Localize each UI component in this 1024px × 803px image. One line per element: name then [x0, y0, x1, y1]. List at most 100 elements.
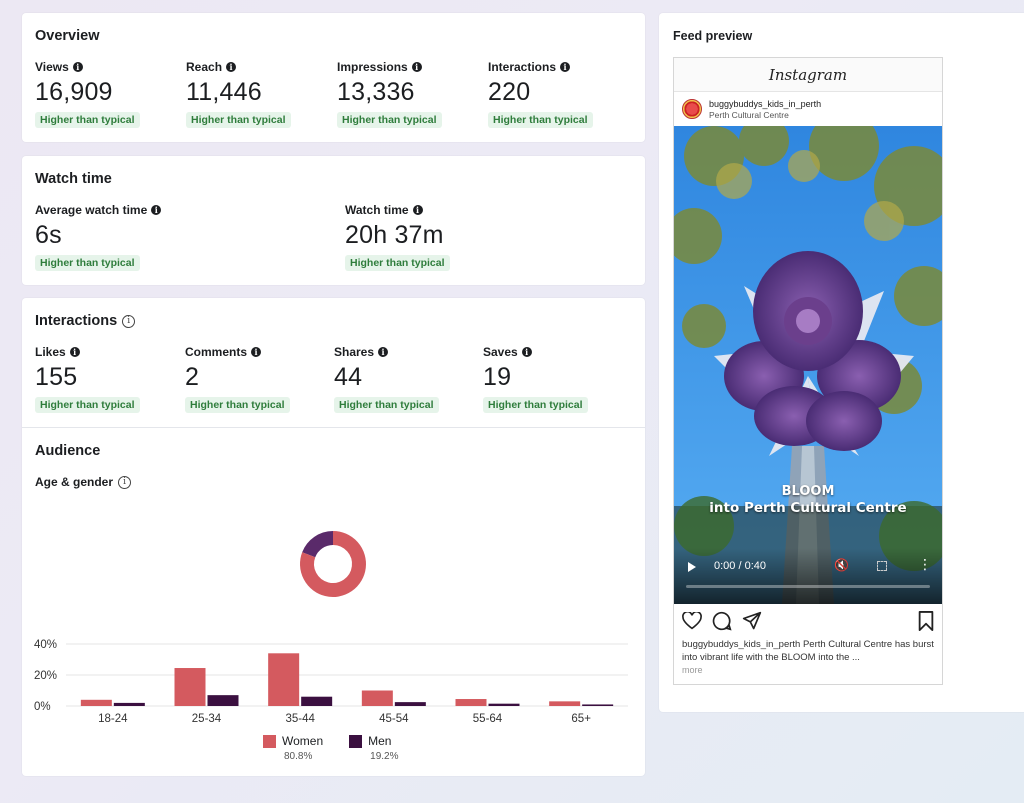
- status-badge: Higher than typical: [186, 112, 291, 128]
- post-location[interactable]: Perth Cultural Centre: [709, 109, 789, 120]
- legend-item-men[interactable]: Men 19.2%: [349, 734, 399, 762]
- metric-likes: Likes i 155 Higher than typical: [35, 345, 140, 413]
- bar-men-65+: [582, 704, 614, 706]
- overview-card: Overview Views i 16,909 Higher than typic…: [22, 13, 645, 142]
- metric-value: 220: [488, 78, 531, 106]
- info-icon[interactable]: i: [251, 347, 262, 357]
- info-icon[interactable]: i: [122, 314, 136, 328]
- metric-watch-time: Watch time i 20h 37m Higher than typical: [345, 203, 450, 271]
- bar-men-55-64: [488, 703, 520, 706]
- info-icon[interactable]: i: [560, 62, 571, 72]
- overview-title: Overview: [35, 28, 100, 44]
- info-icon[interactable]: i: [118, 475, 132, 489]
- caption-more-link[interactable]: more: [682, 665, 703, 675]
- metric-value: 20h 37m: [345, 221, 444, 249]
- status-badge: Higher than typical: [334, 397, 439, 413]
- caption-username[interactable]: buggybuddys_kids_in_perth: [682, 639, 801, 650]
- metric-label: Interactions: [488, 60, 557, 74]
- metric-value: 6s: [35, 221, 62, 249]
- video-progress-track[interactable]: [686, 585, 930, 588]
- info-icon[interactable]: i: [521, 347, 532, 357]
- metric-label: Shares: [334, 345, 375, 359]
- status-badge: Higher than typical: [35, 112, 140, 128]
- metric-reach: Reach i 11,446 Higher than typical: [186, 60, 291, 128]
- donut-slice-men: [302, 531, 334, 558]
- donut-slice-women: [300, 531, 366, 597]
- post-username[interactable]: buggybuddys_kids_in_perth: [709, 98, 822, 109]
- bar-men-18-24: [113, 702, 145, 706]
- y-tick-label: 0%: [34, 701, 51, 713]
- metric-saves: Saves i 19 Higher than typical: [483, 345, 588, 413]
- legend-label: Women: [282, 734, 324, 748]
- feed-preview-title: Feed preview: [673, 29, 753, 43]
- bar-men-25-34: [207, 695, 239, 706]
- share-icon[interactable]: [742, 611, 762, 631]
- interactions-audience-card: Interactions i Likes i 155 Higher than ty…: [22, 298, 645, 776]
- more-options-icon[interactable]: ⋮: [918, 556, 932, 572]
- watch-time-card: Watch time Average watch time i 6s Higher…: [22, 156, 645, 285]
- bookmark-icon[interactable]: [918, 611, 934, 631]
- metric-value: 155: [35, 363, 78, 391]
- x-tick-label: 35-44: [285, 713, 315, 725]
- info-icon[interactable]: i: [412, 205, 423, 215]
- metric-label: Watch time: [345, 203, 409, 217]
- legend-percent: 80.8%: [284, 751, 313, 762]
- comment-icon[interactable]: [712, 611, 732, 631]
- chart-legend: Women 80.8% Men 19.2%: [263, 734, 399, 762]
- metric-average-watch-time: Average watch time i 6s Higher than typic…: [35, 203, 162, 271]
- play-icon[interactable]: [688, 562, 696, 572]
- instagram-logo: Instagram: [674, 58, 942, 92]
- legend-item-women[interactable]: Women 80.8%: [263, 734, 323, 762]
- info-icon[interactable]: i: [72, 62, 83, 72]
- post-actions: [674, 604, 942, 638]
- status-badge: Higher than typical: [35, 397, 140, 413]
- caption-text: Perth Cultural Centre has burst into vib…: [682, 639, 934, 663]
- info-icon[interactable]: i: [378, 347, 389, 357]
- instagram-post-preview: Instagram buggybuddys_kids_in_perth Pert…: [673, 57, 943, 685]
- audience-title: Audience: [35, 443, 101, 459]
- heart-icon[interactable]: [682, 612, 702, 630]
- metric-value: 16,909: [35, 78, 113, 106]
- metric-shares: Shares i 44 Higher than typical: [334, 345, 439, 413]
- metric-value: 44: [334, 363, 363, 391]
- y-tick-label: 40%: [34, 639, 57, 651]
- legend-swatch-women: [263, 734, 276, 748]
- metric-label: Impressions: [337, 60, 408, 74]
- x-tick-label: 45-54: [379, 713, 409, 725]
- status-badge: Higher than typical: [488, 112, 593, 128]
- metric-comments: Comments i 2 Higher than typical: [185, 345, 290, 413]
- metric-label: Views: [35, 60, 69, 74]
- info-icon[interactable]: i: [226, 62, 237, 72]
- metric-value: 13,336: [337, 78, 415, 106]
- divider: [22, 427, 645, 428]
- avatar[interactable]: [682, 99, 702, 119]
- metric-interactions: Interactions i 220 Higher than typical: [488, 60, 593, 128]
- metric-value: 19: [483, 363, 512, 391]
- legend-swatch-men: [349, 734, 363, 748]
- status-badge: Higher than typical: [483, 397, 588, 413]
- fullscreen-icon[interactable]: [877, 561, 887, 571]
- overlay-line-2: into Perth Cultural Centre: [709, 500, 907, 516]
- bar-women-35-44: [268, 653, 300, 706]
- metric-impressions: Impressions i 13,336 Higher than typical: [337, 60, 442, 128]
- x-tick-label: 55-64: [473, 713, 503, 725]
- info-icon[interactable]: i: [151, 205, 162, 215]
- bar-men-45-54: [394, 702, 426, 706]
- metric-value: 2: [185, 363, 200, 391]
- bar-women-25-34: [174, 668, 206, 706]
- info-icon[interactable]: i: [411, 62, 422, 72]
- metric-value: 11,446: [186, 78, 262, 106]
- post-video[interactable]: BLOOM into Perth Cultural Centre 0:00 / …: [674, 126, 942, 604]
- video-frame: [674, 126, 942, 604]
- video-overlay-title: BLOOM into Perth Cultural Centre: [674, 484, 942, 517]
- post-header: buggybuddys_kids_in_perth Perth Cultural…: [674, 92, 942, 126]
- interactions-header: Interactions i: [35, 313, 136, 329]
- mute-icon[interactable]: 🔇: [834, 558, 849, 572]
- bar-women-18-24: [80, 699, 112, 706]
- info-icon[interactable]: i: [69, 347, 80, 357]
- legend-label: Men: [368, 734, 392, 748]
- metric-label: Comments: [185, 345, 248, 359]
- status-badge: Higher than typical: [185, 397, 290, 413]
- overlay-line-1: BLOOM: [781, 484, 835, 499]
- watch-time-title: Watch time: [35, 171, 112, 187]
